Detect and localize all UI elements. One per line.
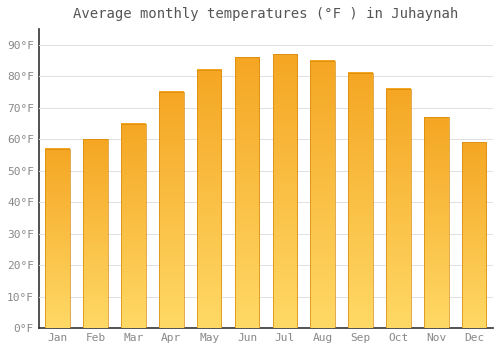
Bar [197, 70, 222, 328]
Bar [272, 54, 297, 328]
Bar [121, 124, 146, 328]
Bar [234, 57, 260, 328]
Bar [159, 92, 184, 328]
Bar [462, 142, 486, 328]
Bar [386, 89, 410, 328]
Bar [310, 61, 335, 328]
Title: Average monthly temperatures (°F ) in Juhaynah: Average monthly temperatures (°F ) in Ju… [74, 7, 458, 21]
Bar [46, 149, 70, 328]
Bar [424, 117, 448, 328]
Bar [84, 139, 108, 328]
Bar [348, 73, 373, 328]
